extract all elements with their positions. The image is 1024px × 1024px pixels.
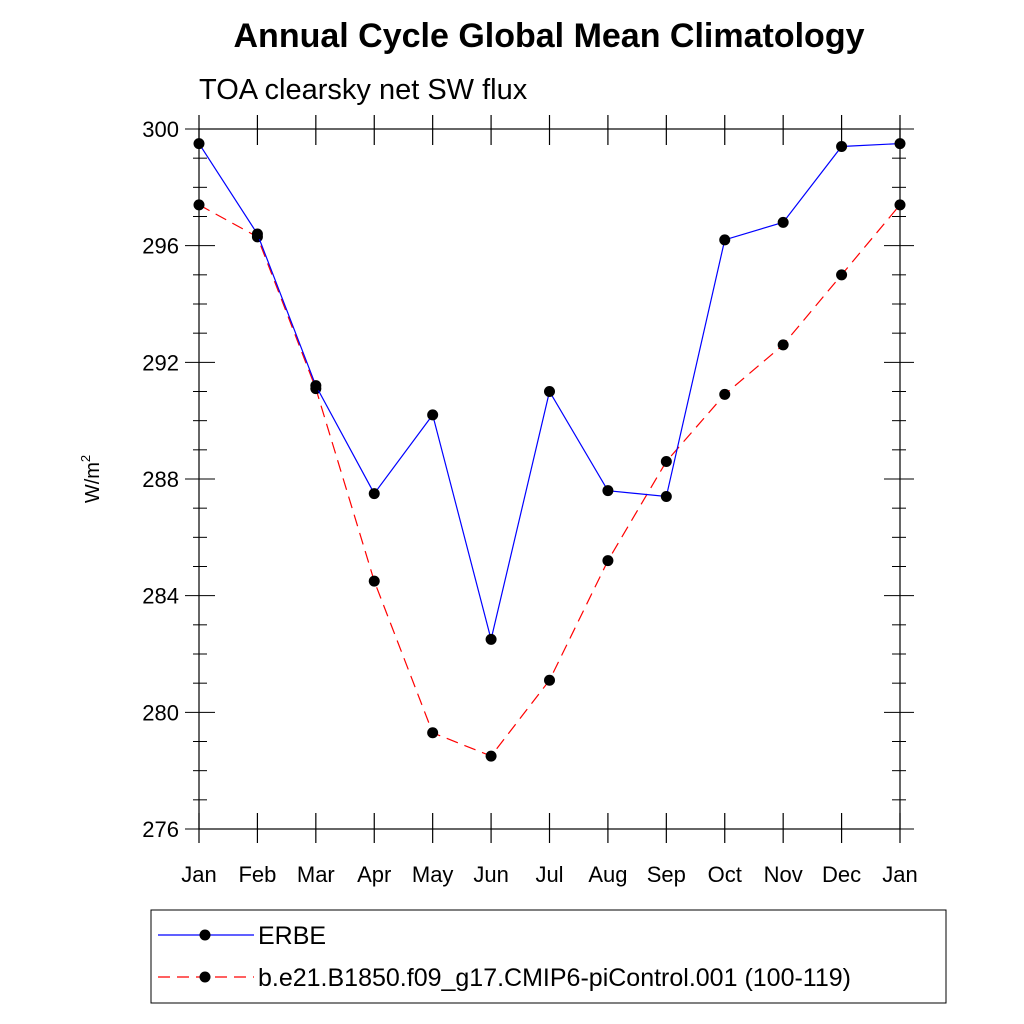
legend-label-model: b.e21.B1850.f09_g17.CMIP6-piControl.001 … [258, 964, 851, 992]
axis-ticks [185, 115, 914, 843]
y-axis-label-superscript: 2 [78, 455, 93, 462]
series-model [193, 199, 906, 762]
plot-border [198, 128, 901, 830]
data-point [777, 216, 789, 228]
series-erbe [193, 138, 906, 645]
y-tick-label: 284 [142, 584, 179, 609]
chart-title: Annual Cycle Global Mean Climatology [234, 17, 865, 55]
plot-frame [198, 128, 901, 830]
x-tick-label: Aug [588, 862, 627, 887]
data-point [660, 491, 672, 502]
y-tick-label: 280 [142, 700, 179, 725]
data-point [368, 575, 380, 587]
x-tick-label: May [412, 862, 454, 887]
data-point [544, 674, 555, 686]
data-point [836, 269, 848, 281]
x-tick-label: Jun [473, 862, 508, 887]
legend-label-erbe: ERBE [258, 922, 326, 950]
data-point [310, 380, 322, 392]
data-point [427, 409, 439, 421]
x-tick-label: Feb [238, 862, 276, 887]
y-axis-label-text: W/m [82, 462, 104, 503]
data-point [485, 750, 497, 762]
y-tick-label: 276 [142, 817, 179, 842]
data-point [836, 141, 848, 152]
y-tick-label: 288 [142, 467, 179, 492]
y-tick-label: 292 [142, 350, 179, 375]
legend: ERBE b.e21.B1850.f09_g17.CMIP6-piControl… [150, 909, 947, 1004]
data-point [894, 199, 906, 211]
x-tick-label: Nov [764, 862, 803, 887]
data-point [251, 228, 263, 240]
data-point [777, 339, 789, 351]
x-tick-label: Oct [708, 862, 742, 887]
legend-marker-erbe [199, 929, 211, 941]
svg-text:W/m2: W/m2 [78, 455, 104, 503]
x-tick-label: Sep [647, 862, 686, 887]
x-tick-label: Apr [357, 862, 391, 887]
data-point [894, 138, 906, 150]
x-tick-label: Jan [181, 862, 216, 887]
series-line [198, 204, 901, 757]
data-point [544, 386, 555, 397]
legend-box [150, 909, 947, 1004]
data-point [719, 234, 731, 246]
legend-marker-model [199, 971, 211, 983]
y-tick-label: 300 [142, 117, 179, 142]
data-point [602, 485, 614, 497]
data-point [719, 388, 731, 400]
x-tick-label: Jan [882, 862, 917, 887]
chart-subtitle: TOA clearsky net SW flux [199, 74, 528, 106]
y-tick-label: 296 [142, 234, 179, 259]
y-axis-label: W/m2 [78, 455, 104, 503]
series-layer [193, 138, 906, 762]
data-point [427, 727, 439, 739]
data-point [193, 199, 205, 211]
x-tick-label: Dec [822, 862, 861, 887]
data-point [193, 138, 205, 150]
data-point [485, 633, 497, 645]
x-tick-labels: Jan Feb Mar Apr May Jun Jul Aug Sep Oct Nov Dec Jan [181, 862, 917, 887]
x-tick-label: Mar [297, 862, 335, 887]
y-tick-labels: 276 280 284 288 292 296 300 [142, 117, 179, 842]
data-point [660, 456, 672, 467]
data-point [602, 555, 614, 567]
x-tick-label: Jul [535, 862, 563, 887]
data-point [368, 488, 380, 500]
